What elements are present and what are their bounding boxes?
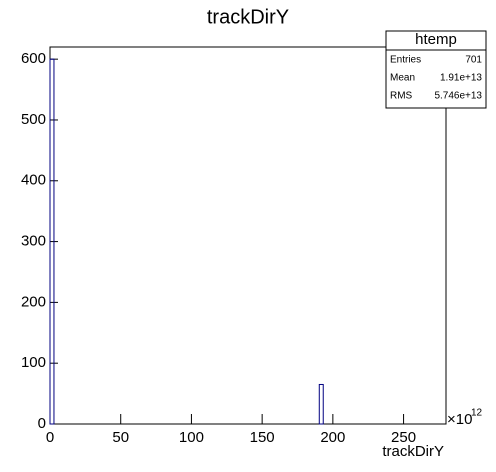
stats-title: htemp (415, 31, 457, 48)
bar (318, 383, 324, 425)
x-tick-label: 100 (179, 429, 204, 446)
stats-box (385, 30, 487, 109)
y-tick-label: 600 (21, 50, 46, 67)
stats-value: 701 (465, 55, 482, 66)
x-tick-label: 250 (391, 429, 416, 446)
x-axis-label: trackDirY (382, 443, 444, 460)
x-multiplier-exponent: 12 (471, 408, 483, 419)
x-multiplier: ×10 (447, 411, 472, 428)
y-tick-label: 300 (21, 233, 46, 250)
x-tick-label: 200 (320, 429, 345, 446)
stats-label: Entries (390, 55, 421, 66)
stats-label: RMS (390, 91, 413, 102)
x-tick-label: 150 (250, 429, 275, 446)
stats-value: 1.91e+13 (440, 73, 482, 84)
y-tick-label: 100 (21, 354, 46, 371)
y-tick-label: 0 (38, 415, 46, 432)
stats-value: 5.746e+13 (434, 91, 482, 102)
chart-title: trackDirY (207, 6, 289, 28)
y-tick-label: 500 (21, 111, 46, 128)
bar (49, 58, 55, 425)
y-tick-label: 200 (21, 293, 46, 310)
y-tick-label: 400 (21, 172, 46, 189)
x-tick-label: 0 (46, 429, 54, 446)
stats-label: Mean (390, 73, 415, 84)
x-tick-label: 50 (112, 429, 129, 446)
